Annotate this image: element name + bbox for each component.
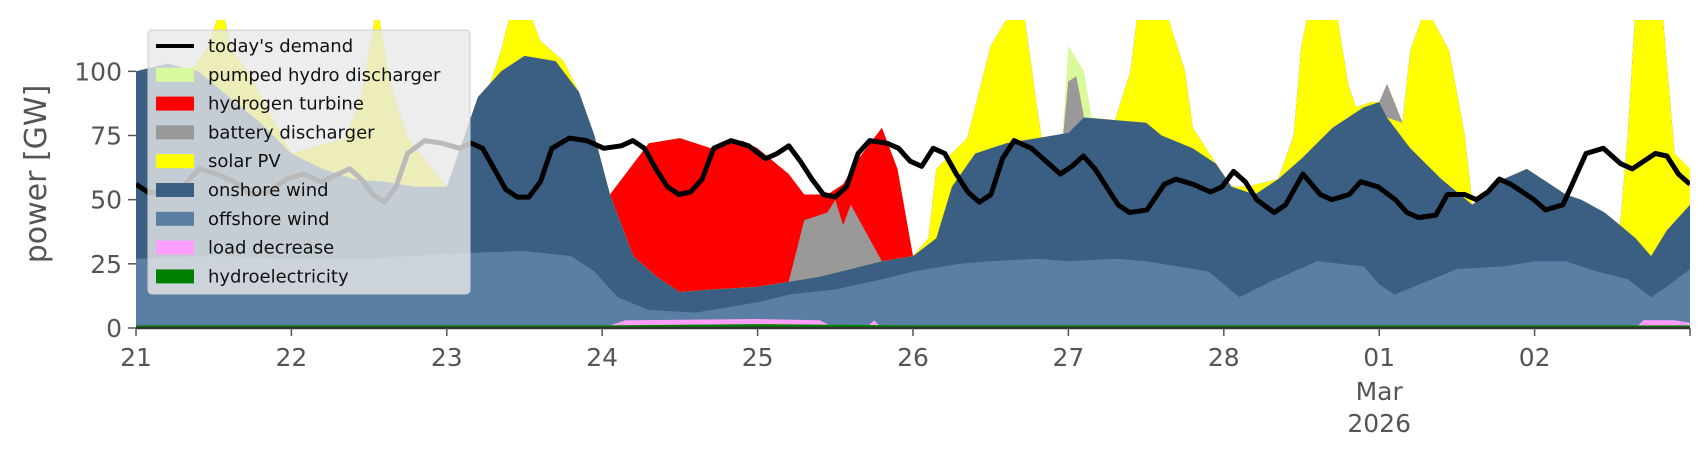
- x-tick-label: 23: [431, 343, 463, 372]
- legend-label-hydrogen-turbine: hydrogen turbine: [208, 94, 364, 115]
- legend-label-today-s-demand: today's demand: [208, 36, 353, 57]
- y-axis-label: power [GW]: [19, 85, 54, 264]
- legend-label-onshore-wind: onshore wind: [208, 180, 329, 201]
- x-tick-label: 02: [1519, 343, 1551, 372]
- x-tick-label: 24: [586, 343, 618, 372]
- legend: today's demand pumped hydro discharger hyd…: [147, 29, 471, 295]
- x-tick-label: 27: [1052, 343, 1084, 372]
- x-tick-label: 22: [275, 343, 307, 372]
- y-tick-label: 50: [90, 186, 122, 215]
- axes: 0 25 50 75 100 21 22 23 24 25 26 27 28 01 Mar 2026 02 pow…: [19, 57, 1691, 438]
- legend-label-solar-pv: solar PV: [208, 151, 281, 172]
- legend-label-pumped-hydro-discharger: pumped hydro discharger: [208, 65, 441, 86]
- legend-swatch-hydrogen-turbine: [156, 96, 194, 111]
- legend-label-hydroelectricity: hydroelectricity: [208, 266, 349, 287]
- y-tick-label: 25: [90, 250, 122, 279]
- legend-label-battery-discharger: battery discharger: [208, 122, 375, 143]
- legend-box: [147, 29, 471, 295]
- legend-swatch-load-decrease: [156, 240, 194, 255]
- y-tick-label: 100: [74, 57, 122, 86]
- legend-label-load-decrease: load decrease: [208, 238, 334, 259]
- y-tick-label: 0: [106, 314, 122, 343]
- legend-swatch-hydroelectricity: [156, 269, 194, 284]
- legend-swatch-offshore-wind: [156, 211, 194, 226]
- legend-label-offshore-wind: offshore wind: [208, 209, 330, 230]
- x-tick-label: 01: [1363, 343, 1395, 372]
- x-tick-sublabel: Mar: [1356, 377, 1404, 406]
- stacked-areas: [136, 20, 1690, 328]
- x-tick-label: 26: [897, 343, 929, 372]
- x-tick-label: 28: [1208, 343, 1240, 372]
- legend-swatch-pumped-hydro-discharger: [156, 67, 194, 82]
- area-offshore-wind: [136, 251, 1690, 328]
- x-tick-label: 25: [742, 343, 774, 372]
- legend-swatch-onshore-wind: [156, 183, 194, 197]
- x-tick-sublabel: 2026: [1347, 409, 1411, 438]
- legend-swatch-battery-discharger: [156, 125, 194, 140]
- y-tick-label: 75: [90, 122, 122, 151]
- legend-swatch-solar-pv: [156, 154, 194, 169]
- x-tick-label: 21: [120, 343, 152, 372]
